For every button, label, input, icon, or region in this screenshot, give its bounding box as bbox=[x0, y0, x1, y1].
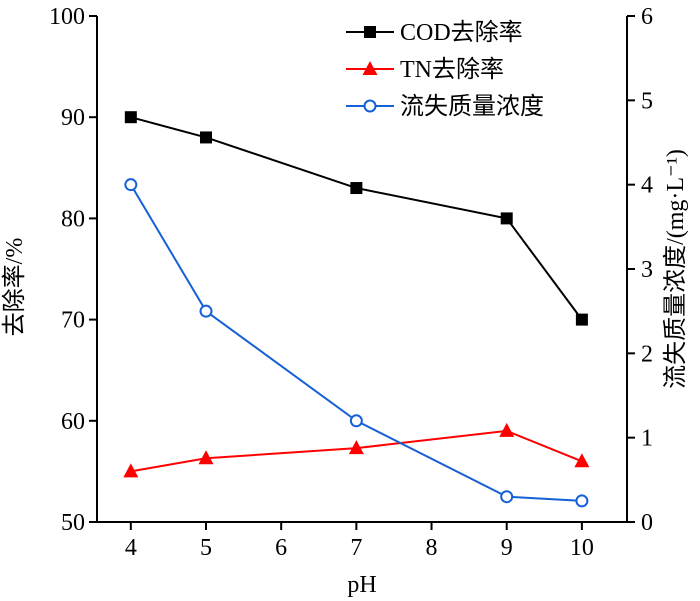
legend-entry-tn-removal: TN去除率 bbox=[346, 56, 504, 83]
legend-entry-loss-concentration: 流失质量浓度 bbox=[346, 93, 544, 120]
y-left-tick-label: 70 bbox=[61, 308, 85, 334]
tn-removal-point bbox=[499, 422, 515, 437]
y-left-tick-label: 90 bbox=[61, 105, 85, 131]
y-left-tick-label: 100 bbox=[49, 4, 85, 30]
x-tick-label: 6 bbox=[275, 535, 287, 561]
y-right-tick-label: 0 bbox=[641, 510, 653, 536]
legend-entry-cod-removal: COD去除率 bbox=[346, 19, 523, 46]
legend-swatch-marker bbox=[363, 99, 377, 113]
y-right-tick-label: 3 bbox=[641, 257, 653, 283]
y-left-axis-title: 去除率/% bbox=[1, 238, 28, 337]
tn-removal-point bbox=[123, 463, 139, 478]
y-right-tick-label: 2 bbox=[641, 341, 653, 367]
x-axis-title: pH bbox=[347, 572, 376, 598]
y-right-axis-title: 流失质量浓度/(mg·L⁻¹) bbox=[662, 149, 689, 389]
y-right-tick-label: 5 bbox=[641, 88, 653, 114]
y-right-tick-label: 6 bbox=[641, 4, 653, 30]
y-left-tick-label: 50 bbox=[61, 510, 85, 536]
x-tick-label: 4 bbox=[125, 535, 137, 561]
tn-removal-point bbox=[348, 440, 364, 455]
series-layer bbox=[123, 111, 590, 508]
y-left-tick-label: 80 bbox=[61, 206, 85, 232]
legend-swatch-marker bbox=[364, 26, 376, 38]
axes-layer: 4 5 6 7 8 9 10 50 60 70 80 90 100 0 1 2 3 4 5 6 bbox=[49, 4, 653, 561]
y-left-tick-label: 60 bbox=[61, 409, 85, 435]
loss-concentration-point bbox=[575, 494, 589, 508]
x-tick-label: 5 bbox=[200, 535, 212, 561]
x-tick-label: 8 bbox=[426, 535, 438, 561]
loss-concentration-point bbox=[124, 178, 138, 192]
y-right-tick-label: 4 bbox=[641, 173, 653, 199]
cod-removal-point bbox=[124, 111, 137, 124]
cod-removal-point bbox=[575, 313, 588, 326]
legend-label: TN去除率 bbox=[400, 56, 504, 83]
series-loss-concentration bbox=[124, 178, 589, 508]
series-tn-removal bbox=[123, 422, 590, 478]
legend-swatch-marker bbox=[362, 61, 378, 75]
cod-removal-point bbox=[500, 212, 513, 225]
legend-label: 流失质量浓度 bbox=[400, 93, 544, 120]
x-tick-label: 10 bbox=[570, 535, 594, 561]
tn-removal-point bbox=[198, 450, 214, 465]
legend-label: COD去除率 bbox=[400, 19, 523, 46]
cod-removal-line bbox=[130, 116, 583, 321]
tn-removal-point bbox=[574, 453, 590, 468]
x-tick-label: 7 bbox=[350, 535, 362, 561]
loss-concentration-point bbox=[500, 490, 514, 504]
y-right-tick-label: 1 bbox=[641, 426, 653, 452]
loss-concentration-point bbox=[199, 304, 213, 318]
loss-concentration-point bbox=[349, 414, 363, 428]
series-cod-removal bbox=[124, 111, 588, 326]
cod-removal-point bbox=[200, 131, 213, 144]
cod-removal-point bbox=[350, 182, 363, 195]
x-tick-label: 9 bbox=[501, 535, 513, 561]
